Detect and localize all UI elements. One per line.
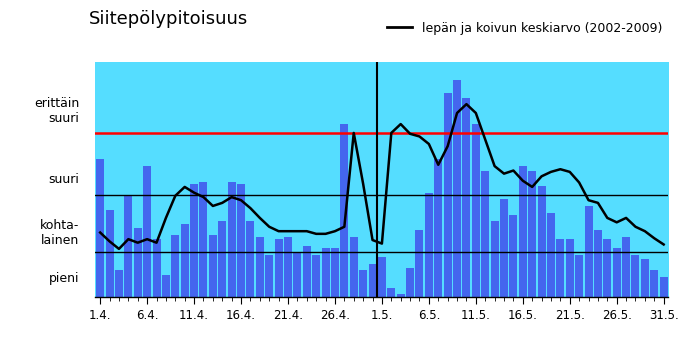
Bar	[462, 98, 471, 297]
Bar	[218, 221, 226, 297]
Bar	[350, 237, 358, 297]
Text: pieni: pieni	[49, 273, 80, 286]
Bar	[528, 170, 536, 297]
Bar	[124, 195, 132, 297]
Bar	[284, 237, 292, 297]
Bar	[575, 255, 583, 297]
Bar	[209, 235, 217, 297]
Bar	[368, 264, 376, 297]
Bar	[490, 221, 499, 297]
Bar	[415, 230, 424, 297]
Bar	[500, 199, 508, 297]
Bar	[378, 257, 386, 297]
Bar	[594, 230, 602, 297]
Bar	[612, 248, 621, 297]
Bar	[387, 288, 396, 297]
Bar	[143, 166, 151, 297]
Bar	[650, 270, 658, 297]
Legend: lepän ja koivun keskiarvo (2002-2009): lepän ja koivun keskiarvo (2002-2009)	[383, 17, 668, 40]
Bar	[537, 186, 546, 297]
Bar	[519, 166, 527, 297]
Bar	[547, 213, 555, 297]
Bar	[181, 224, 189, 297]
Bar	[641, 259, 649, 297]
Bar	[190, 184, 198, 297]
Bar	[331, 248, 339, 297]
Bar	[481, 170, 489, 297]
Bar	[312, 255, 320, 297]
Bar	[584, 206, 593, 297]
Bar	[106, 210, 114, 297]
Bar	[275, 239, 282, 297]
Bar	[604, 239, 611, 297]
Bar	[434, 159, 442, 297]
Bar	[659, 277, 668, 297]
Bar	[557, 239, 564, 297]
Text: Siitepölypitoisuus: Siitepölypitoisuus	[89, 10, 248, 28]
Bar	[96, 159, 104, 297]
Bar	[566, 239, 574, 297]
Bar	[200, 181, 207, 297]
Bar	[322, 248, 329, 297]
Bar	[237, 184, 245, 297]
Bar	[303, 246, 311, 297]
Bar	[509, 215, 518, 297]
Bar	[472, 124, 480, 297]
Bar	[425, 193, 433, 297]
Bar	[228, 181, 236, 297]
Text: suuri: suuri	[48, 173, 80, 186]
Bar	[171, 235, 179, 297]
Bar	[632, 255, 640, 297]
Bar	[293, 253, 301, 297]
Bar	[256, 237, 264, 297]
Text: kohta-
lainen: kohta- lainen	[40, 218, 80, 247]
Bar	[265, 255, 273, 297]
Bar	[115, 270, 123, 297]
Bar	[444, 93, 451, 297]
Bar	[453, 80, 461, 297]
Bar	[359, 270, 367, 297]
Bar	[153, 239, 160, 297]
Bar	[246, 221, 254, 297]
Bar	[622, 237, 630, 297]
Bar	[397, 295, 404, 297]
Text: erittäin
suuri: erittäin suuri	[34, 97, 80, 125]
Bar	[340, 124, 349, 297]
Bar	[162, 275, 170, 297]
Bar	[134, 228, 142, 297]
Bar	[406, 268, 414, 297]
